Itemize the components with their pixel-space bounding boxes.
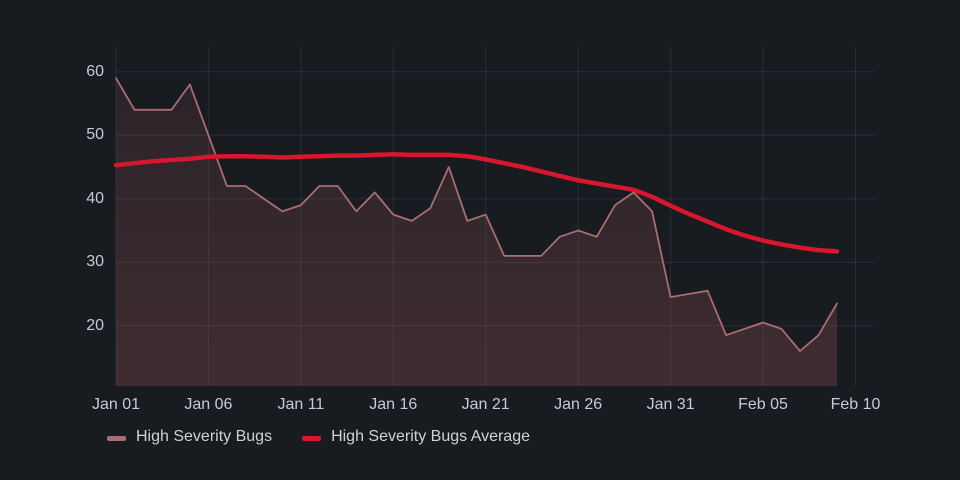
x-tick-label: Jan 26 [554, 396, 603, 413]
y-tick-label: 20 [86, 316, 104, 334]
x-tick-label: Jan 06 [184, 396, 233, 413]
legend-label-high-severity-bugs: High Severity Bugs [136, 428, 273, 445]
x-tick-label: Feb 10 [830, 396, 881, 413]
y-tick-label: 40 [86, 189, 104, 207]
legend-swatch-high-severity-bugs-average [302, 435, 322, 441]
chart-legend: High Severity Bugs High Severity Bugs Av… [107, 426, 530, 448]
x-tick-label: Jan 01 [91, 396, 141, 413]
legend-item-high-severity-bugs[interactable]: High Severity Bugs [107, 428, 272, 446]
y-tick-label: 30 [86, 253, 104, 271]
x-tick-label: Jan 16 [369, 396, 418, 413]
x-tick-label: Jan 11 [277, 396, 325, 413]
legend-label-high-severity-bugs-average: High Severity Bugs Average [331, 428, 530, 445]
legend-item-high-severity-bugs-average[interactable]: High Severity Bugs Average [302, 428, 530, 446]
x-tick-label: Jan 31 [646, 396, 695, 413]
y-tick-label: 50 [86, 126, 104, 144]
x-tick-label: Feb 05 [738, 396, 788, 413]
legend-swatch-high-severity-bugs [107, 435, 126, 441]
series-line-high-severity-bugs-average [113, 152, 840, 254]
y-tick-label: 60 [86, 62, 104, 80]
series-line-high-severity-bugs [115, 77, 838, 353]
series-area-high-severity-bugs [116, 78, 837, 386]
x-tick-label: Jan 21 [461, 396, 510, 413]
